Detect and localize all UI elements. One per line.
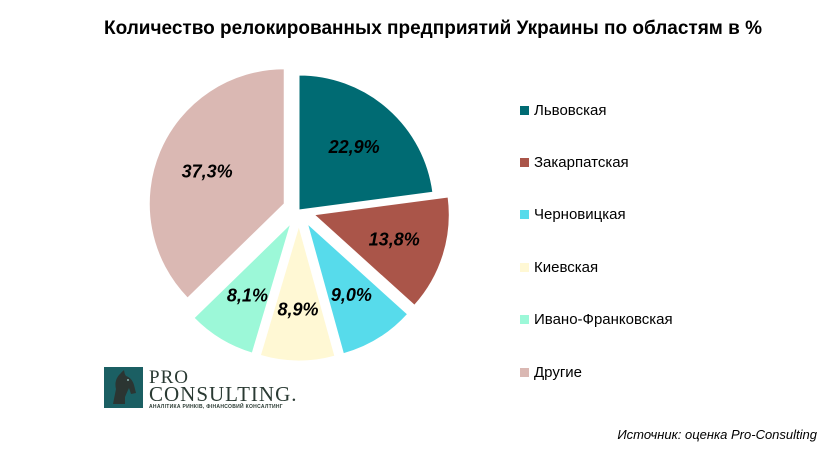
legend-item: Другие <box>520 346 673 398</box>
legend-item: Черновицкая <box>520 189 673 241</box>
pie-slice-1 <box>298 74 434 211</box>
legend-label: Закарпатская <box>534 154 629 172</box>
logo-tagline: АНАЛІТИКА РИНКІВ, ФІНАНСОВИЙ КОНСАЛТИНГ <box>149 404 283 410</box>
slice-data-label: 13,8% <box>369 230 420 250</box>
legend-swatch <box>520 210 529 220</box>
legend-label: Киевская <box>534 258 599 276</box>
legend-item: Ивано-Франковская <box>520 294 673 346</box>
slice-data-label: 22,9% <box>328 137 380 157</box>
legend-label: Ивано-Франковская <box>534 311 673 329</box>
legend-item: Киевская <box>520 241 673 293</box>
pro-consulting-logo: PRO CONSULTING. АНАЛІТИКА РИНКІВ, ФІНАНС… <box>104 367 304 410</box>
pie-slice-5 <box>193 221 292 354</box>
legend-swatch <box>520 105 529 115</box>
pie-slice-6 <box>148 68 285 299</box>
slice-data-label: 8,9% <box>278 300 319 320</box>
legend-swatch <box>520 158 529 168</box>
logo-pro-text: PRO <box>149 367 189 388</box>
legend-label: Черновицкая <box>534 206 626 224</box>
legend-label: Другие <box>534 363 583 381</box>
slice-data-label: 37,3% <box>182 161 233 181</box>
legend-swatch <box>520 262 529 272</box>
pie-slice-3 <box>306 222 409 355</box>
pie-slice-2 <box>313 196 450 307</box>
horse-logo-icon <box>104 367 143 408</box>
chart-title: Количество релокированных предприятий Ук… <box>104 18 762 39</box>
legend-label: Львовская <box>534 101 607 119</box>
source-note: Источник: оценка Pro-Consulting <box>617 427 817 442</box>
slice-data-label: 8,1% <box>227 285 268 305</box>
slice-data-label: 9,0% <box>331 285 372 305</box>
chart-legend: Львовская Закарпатская Черновицкая Киевская… <box>520 84 673 398</box>
legend-swatch <box>520 315 529 325</box>
legend-item: Закарпатская <box>520 136 673 188</box>
legend-item: Львовская <box>520 84 673 136</box>
legend-swatch <box>520 367 529 377</box>
logo-consulting-text: CONSULTING. <box>149 382 298 406</box>
pie-slice-4 <box>259 224 336 362</box>
